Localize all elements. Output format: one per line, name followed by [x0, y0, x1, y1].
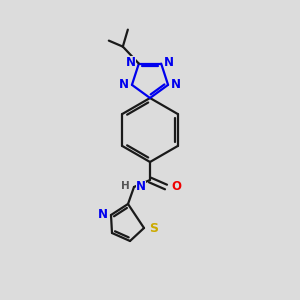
Text: N: N: [164, 56, 174, 69]
Text: S: S: [149, 221, 158, 235]
Text: H: H: [121, 181, 130, 191]
Text: N: N: [126, 56, 136, 69]
Text: N: N: [98, 208, 108, 220]
Text: N: N: [171, 78, 181, 92]
Text: N: N: [136, 181, 146, 194]
Text: N: N: [119, 78, 129, 92]
Text: O: O: [171, 181, 181, 194]
